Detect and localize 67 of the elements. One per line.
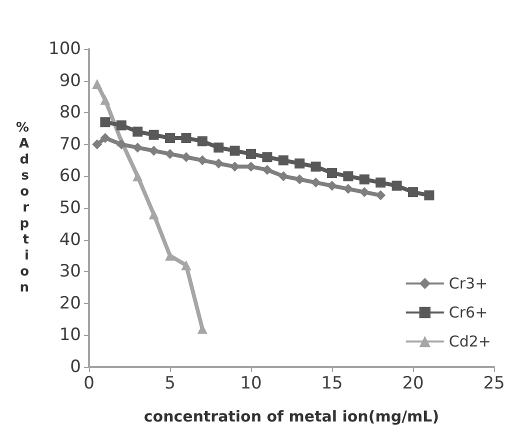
point — [148, 130, 159, 140]
point — [181, 152, 192, 162]
point — [278, 171, 288, 182]
point — [262, 152, 272, 162]
point — [165, 250, 175, 261]
legend-label: Cr3+ — [448, 274, 488, 292]
point — [214, 158, 224, 168]
point — [359, 187, 370, 198]
point — [408, 187, 418, 198]
point — [359, 174, 370, 184]
point — [294, 158, 305, 168]
point — [148, 146, 159, 156]
y-tick-label: 10 — [59, 325, 81, 346]
y-tick-label: 0 — [70, 357, 81, 377]
point — [132, 142, 143, 153]
point — [165, 148, 175, 159]
point — [310, 162, 321, 172]
x-tick-label: 10 — [240, 374, 262, 394]
legend-label: Cr6+ — [448, 304, 488, 322]
point — [116, 120, 126, 130]
y-tick-label: 70 — [59, 134, 81, 154]
y-tick-label: 80 — [59, 102, 81, 123]
point — [214, 142, 224, 153]
point — [376, 178, 386, 188]
point — [327, 180, 337, 191]
x-tick-label: 20 — [402, 374, 424, 394]
point — [327, 168, 337, 178]
point — [197, 136, 208, 146]
x-axis-title: concentration of metal ion(mg/mL) — [144, 408, 440, 426]
point — [424, 190, 434, 200]
y-tick-label: 90 — [59, 70, 81, 91]
point — [262, 164, 272, 175]
point — [392, 180, 402, 191]
point — [246, 148, 256, 159]
point — [132, 171, 143, 182]
point — [230, 146, 240, 156]
y-tick-label: 50 — [59, 198, 81, 218]
legend-label: Cd2+ — [448, 332, 491, 350]
x-tick-label: 15 — [321, 374, 343, 394]
point — [343, 184, 354, 194]
point — [92, 139, 102, 150]
y-tick-label: 40 — [59, 230, 81, 250]
point — [376, 190, 386, 200]
point — [92, 78, 102, 89]
point — [343, 171, 354, 182]
text: % Adsorption — [16, 120, 29, 296]
point — [197, 155, 208, 166]
y-tick-label: 60 — [59, 166, 81, 186]
point — [100, 94, 110, 105]
point — [100, 117, 110, 128]
point — [310, 178, 321, 188]
point — [116, 139, 126, 150]
point — [278, 155, 288, 166]
point — [181, 133, 192, 144]
y-tick-label: 30 — [59, 262, 81, 282]
x-tick-label: 5 — [164, 374, 176, 394]
point — [148, 209, 159, 220]
point — [100, 133, 110, 144]
point — [165, 133, 175, 144]
x-tick-label: 0 — [84, 374, 94, 394]
point — [132, 126, 143, 137]
point — [181, 260, 192, 270]
point — [294, 174, 305, 184]
y-tick-label: 100 — [48, 39, 81, 59]
y-tick-label: 20 — [59, 293, 81, 314]
x-tick-label: 25 — [483, 374, 505, 394]
point — [246, 162, 256, 172]
